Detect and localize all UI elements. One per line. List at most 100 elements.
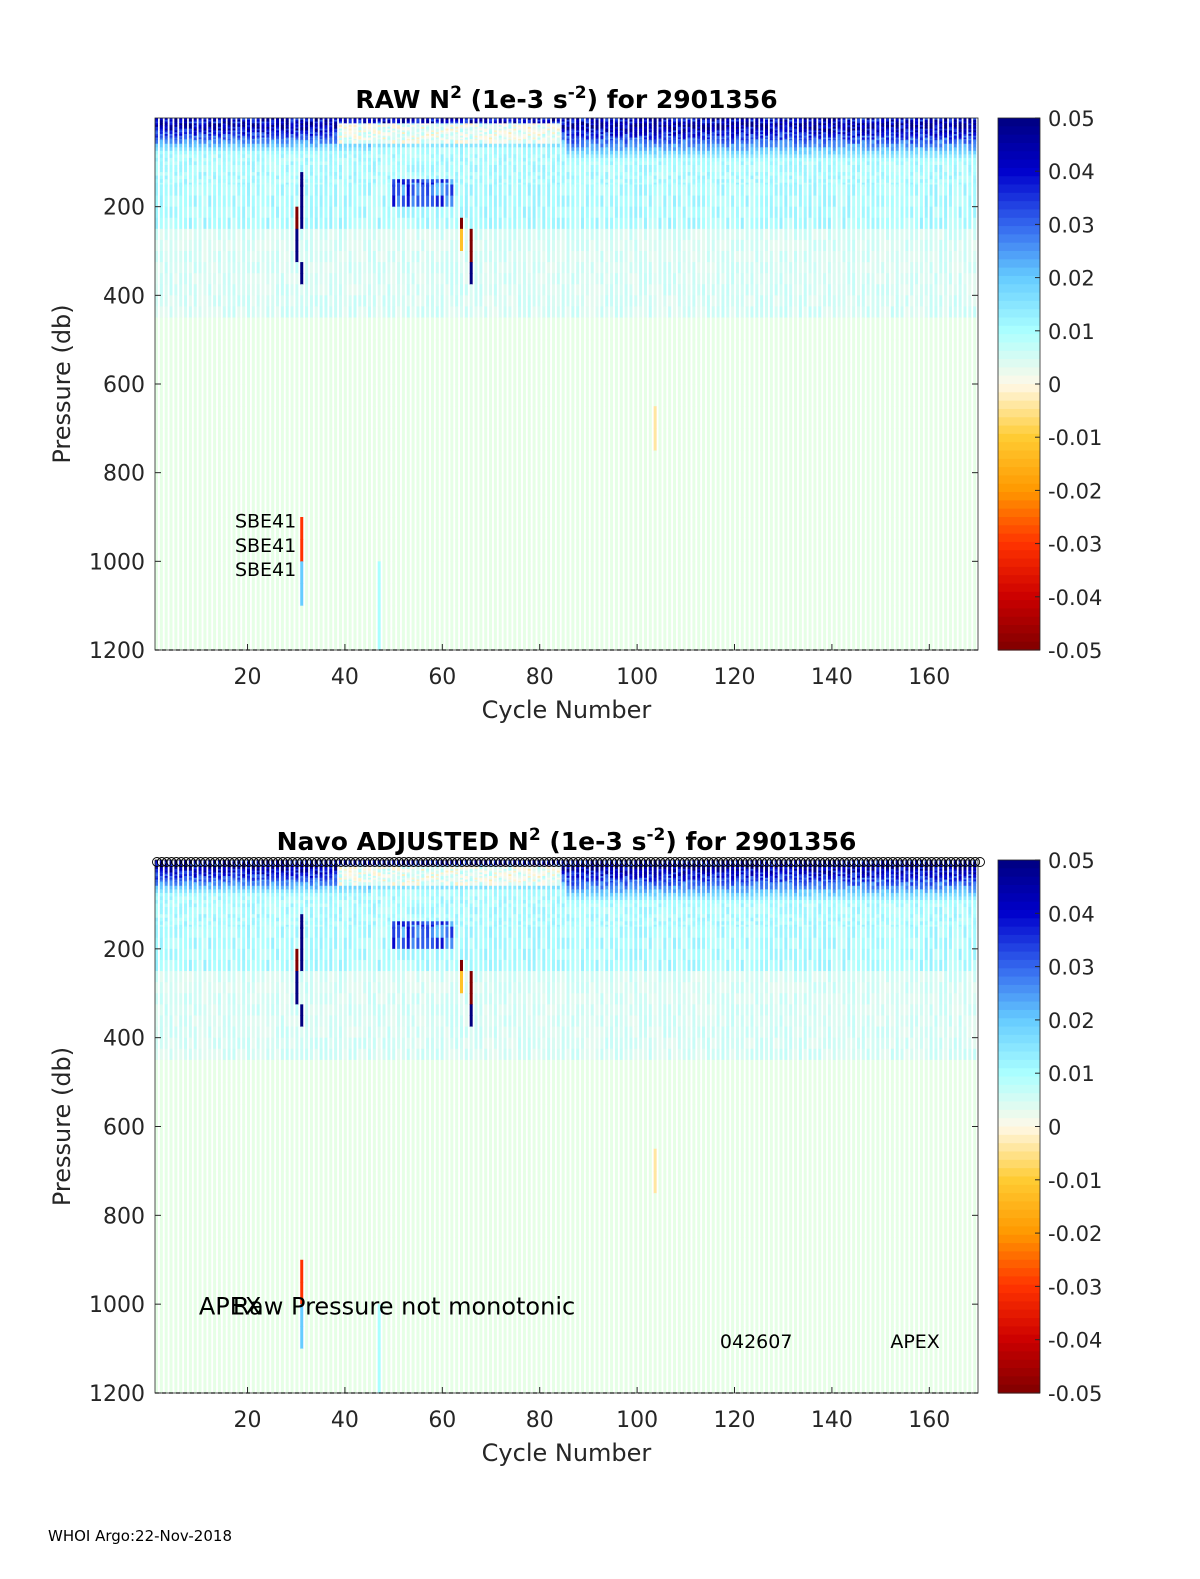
heatmap-cell [392, 126, 396, 130]
heatmap-cell [179, 262, 183, 274]
heatmap-cell [416, 161, 420, 166]
heatmap-cell [474, 118, 478, 121]
heatmap-cell [300, 132, 304, 135]
heatmap-cell [193, 132, 197, 135]
heatmap-cell [305, 184, 309, 197]
heatmap-cell [566, 306, 570, 318]
heatmap-cell [600, 161, 604, 166]
heatmap-cell [522, 179, 526, 184]
heatmap-cell [155, 583, 158, 607]
heatmap-cell [576, 251, 580, 263]
heatmap-cell [474, 384, 478, 407]
heatmap-cell [377, 130, 381, 133]
heatmap-cell [600, 627, 604, 651]
heatmap-cell [435, 135, 439, 138]
heatmap-cell [280, 161, 284, 166]
heatmap-cell [217, 184, 221, 197]
heatmap-cell [271, 154, 275, 159]
heatmap-cell [217, 217, 221, 230]
heatmap-cell [421, 384, 425, 407]
heatmap-cell [561, 295, 565, 307]
heatmap-cell [532, 317, 536, 341]
heatmap-cell [280, 284, 284, 296]
heatmap-cell [401, 195, 405, 208]
heatmap-cell [343, 125, 347, 128]
heatmap-cell [537, 140, 541, 145]
heatmap-cell [184, 137, 188, 140]
heatmap-cell [295, 195, 299, 208]
heatmap-cell [334, 384, 338, 407]
heatmap-cell [338, 121, 342, 124]
heatmap-cell [416, 121, 420, 124]
heatmap-cell [217, 306, 221, 318]
heatmap-cell [445, 472, 449, 496]
heatmap-cell [551, 295, 555, 307]
heatmap-cell [605, 143, 609, 148]
heatmap-cell [159, 135, 163, 138]
heatmap-cell [280, 195, 284, 208]
heatmap-cell [377, 135, 381, 138]
heatmap-cell [416, 251, 420, 263]
heatmap-cell [605, 317, 609, 341]
heatmap-cell [484, 172, 488, 177]
heatmap-cell [459, 284, 463, 296]
heatmap-cell [174, 583, 178, 607]
heatmap-cell [508, 206, 512, 219]
heatmap-cell [576, 172, 580, 177]
heatmap-cell [532, 450, 536, 474]
heatmap-cell [184, 157, 188, 162]
heatmap-cell [566, 450, 570, 474]
heatmap-cell [159, 184, 163, 197]
heatmap-cell [474, 539, 478, 562]
heatmap-cell [585, 561, 589, 584]
heatmap-cell [600, 119, 604, 123]
heatmap-cell [305, 121, 309, 124]
heatmap-cell [324, 132, 328, 135]
heatmap-cell [382, 157, 386, 162]
heatmap-cell [416, 217, 420, 230]
heatmap-cell [421, 184, 425, 197]
heatmap-cell [222, 539, 226, 562]
heatmap-cell [513, 306, 517, 318]
heatmap-cell [556, 147, 560, 152]
heatmap-cell [169, 306, 173, 318]
heatmap-cell [561, 137, 565, 140]
heatmap-cell [566, 184, 570, 197]
heatmap-cell [329, 126, 333, 130]
heatmap-cell [261, 179, 265, 184]
heatmap-cell [566, 161, 570, 166]
heatmap-cell [450, 605, 454, 629]
heatmap-cell [290, 128, 294, 131]
heatmap-cell [518, 126, 522, 130]
heatmap-cell [222, 132, 226, 135]
heatmap-cell [338, 406, 342, 429]
heatmap-cell [551, 123, 555, 126]
heatmap-cell [227, 239, 231, 252]
heatmap-cell [285, 494, 289, 518]
heatmap-cell [338, 517, 342, 540]
heatmap-cell [334, 179, 338, 184]
heatmap-cell [334, 118, 338, 121]
heatmap-cell [329, 130, 333, 133]
heatmap-cell [266, 428, 270, 451]
heatmap-cell [353, 132, 357, 135]
heatmap-cell [213, 184, 217, 197]
heatmap-cell [285, 539, 289, 562]
heatmap-cell [547, 154, 551, 159]
heatmap-cell [309, 128, 313, 131]
heatmap-cell [179, 428, 183, 451]
heatmap-cell [455, 284, 459, 296]
heatmap-cell [368, 133, 372, 137]
heatmap-cell [382, 561, 386, 584]
heatmap-cell [329, 306, 333, 318]
heatmap-cell [188, 175, 192, 180]
heatmap-cell [401, 161, 405, 166]
heatmap-cell [522, 147, 526, 152]
heatmap-cell [430, 123, 434, 126]
heatmap-cell [208, 119, 212, 123]
heatmap-cell [261, 172, 265, 177]
heatmap-cell [479, 130, 483, 133]
heatmap-cell [522, 361, 526, 385]
heatmap-cell [179, 154, 183, 159]
heatmap-cell [319, 273, 323, 285]
